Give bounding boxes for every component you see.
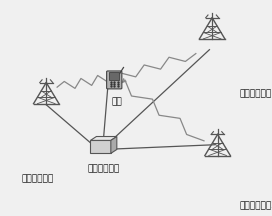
Text: 用户: 用户	[112, 98, 122, 107]
Polygon shape	[111, 137, 117, 153]
Polygon shape	[90, 137, 117, 140]
Text: 中央处理单元: 中央处理单元	[87, 165, 119, 174]
Text: 候选协作基站2: 候选协作基站2	[239, 200, 272, 209]
Text: 候选协作基站1: 候选协作基站1	[239, 88, 272, 97]
Text: 小区服务基站: 小区服务基站	[22, 175, 54, 183]
FancyBboxPatch shape	[107, 71, 122, 89]
Bar	[109, 72, 119, 80]
FancyBboxPatch shape	[90, 140, 111, 153]
